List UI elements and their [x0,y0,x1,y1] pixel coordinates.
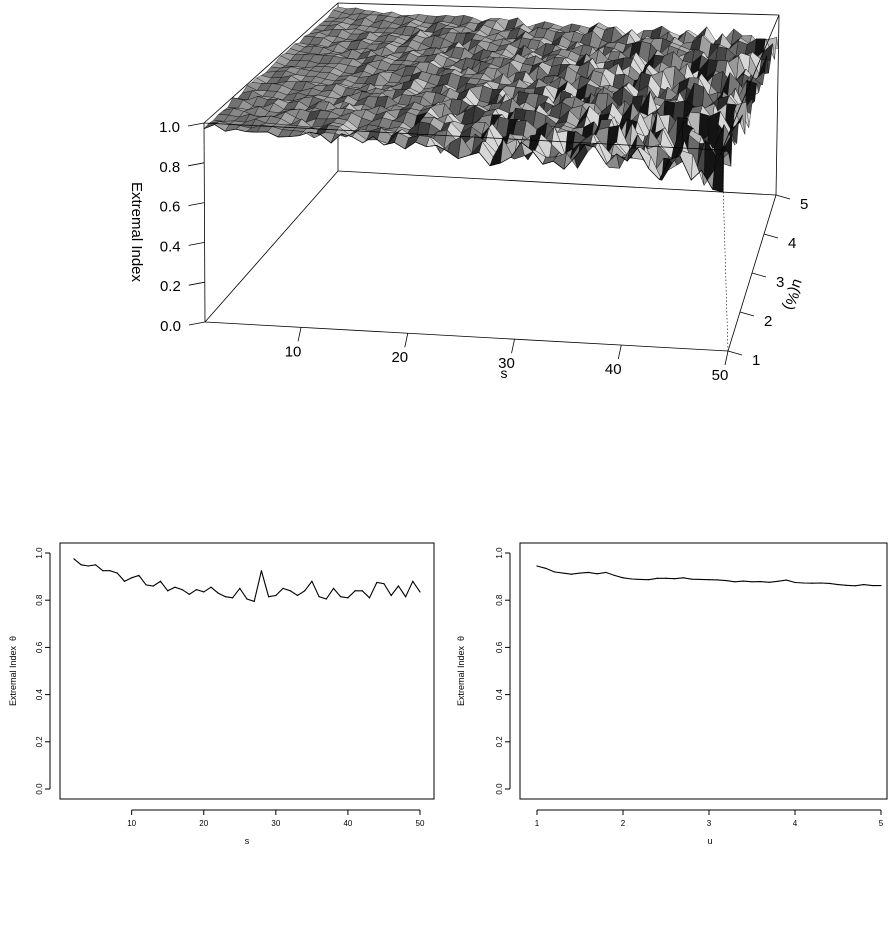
x-axis-label: u [707,836,712,846]
x-tick-label: 10 [285,343,302,360]
z-tick [188,242,205,246]
x-tick-label: 30 [271,819,280,828]
plot-frame [59,542,435,800]
x-tick [297,327,302,342]
y-tick-label: 0.2 [495,736,504,748]
x-tick-label: 2 [621,819,626,828]
y-tick-label: 2 [764,313,772,330]
box-edge [337,2,780,16]
x-tick-label: 20 [199,819,208,828]
z-tick-label: 0.0 [160,318,181,335]
y-tick-label: 0.8 [35,594,44,606]
x-tick-label: 50 [416,819,425,828]
series-line [536,565,881,587]
box-edge [203,122,206,323]
y-tick-label: 1 [752,352,760,369]
x-tick [404,333,409,348]
y-axis-label: Extremal Index θ [456,636,466,706]
x-tick-label: 10 [127,819,136,828]
z-axis: 0.0 0.2 0.4 0.6 0.8 1.0 [159,119,206,335]
plot-frame [519,542,888,800]
y-tick-label: 0.6 [35,641,44,653]
y-axis: 1 2 3 4 5 [727,194,808,369]
x-tick [724,350,729,366]
x-axis-label: s [245,836,250,846]
box-edge [337,170,777,196]
box-edge [204,170,339,323]
box-edge [203,122,723,151]
z-tick [188,162,205,167]
axis-ticks: 10 20 30 40 50 0.0 0.2 0.4 0.6 0.8 1.0 [35,547,425,828]
y-tick-label: 0.8 [495,594,504,606]
z-tick [188,202,205,206]
y-tick-label: 0.2 [35,736,44,748]
y-tick [727,350,743,356]
y-tick [763,233,779,239]
y-tick [739,311,755,317]
z-axis-label: Extremal Index [128,182,145,283]
surface-front-edge [203,124,724,193]
y-tick-label: 0.4 [495,688,504,700]
x-axis: 10 20 30 40 50 [285,327,729,384]
axis-ticks: 1 2 3 4 5 0.0 0.2 0.4 0.6 0.8 1.0 [495,547,884,828]
y-tick-label: 4 [788,235,796,252]
surface-box [203,2,777,352]
x-tick-label: 40 [605,361,622,378]
surface-plot: 0.0 0.2 0.4 0.6 0.8 1.0 10 20 30 40 50 1 2 3 4 5 Extr… [128,2,808,384]
y-tick-label: 0.0 [35,783,44,795]
y-tick-label: 0.6 [495,641,504,653]
x-tick [617,344,622,360]
y-tick-label: 1.0 [495,547,504,559]
x-tick-label: 1 [535,819,540,828]
x-tick-label: 30 [498,355,515,372]
z-tick-label: 0.2 [160,278,181,295]
z-tick-label: 1.0 [159,119,180,136]
z-tick-label: 0.6 [160,199,181,216]
x-tick-label: 4 [793,819,798,828]
x-tick-label: 5 [879,819,884,828]
z-tick [188,321,206,326]
x-tick-label: 40 [343,819,352,828]
y-tick [751,272,767,278]
x-axis-label: s [501,365,508,381]
z-tick-label: 0.4 [160,238,181,255]
series-line [73,558,421,603]
y-tick-label: 1.0 [35,547,44,559]
y-tick-label: 3 [776,274,784,291]
x-tick-label: 20 [391,349,408,366]
x-tick [511,339,515,354]
x-tick-label: 50 [712,367,729,384]
box-edge [204,321,729,352]
surface-facet [679,150,693,181]
line-plot-u: 1 2 3 4 5 0.0 0.2 0.4 0.6 0.8 1.0 u Extremal Index… [456,542,888,846]
z-tick [187,122,205,127]
z-tick-label: 0.8 [159,159,180,176]
x-tick-label: 3 [707,819,712,828]
surface-front-edges [203,2,780,352]
surface-mesh [203,6,779,193]
box-edge [775,14,780,196]
z-tick [188,281,205,286]
y-tick-label: 5 [800,196,808,213]
box-edge [203,2,339,124]
y-tick-label: 0.4 [35,688,44,700]
y-tick [775,194,791,200]
line-plot-s: 10 20 30 40 50 0.0 0.2 0.4 0.6 0.8 1.0 s Extremal … [8,542,435,846]
y-tick-label: 0.0 [495,783,504,795]
box-edge [721,14,780,151]
y-axis-label: Extremal Index θ [8,636,18,706]
